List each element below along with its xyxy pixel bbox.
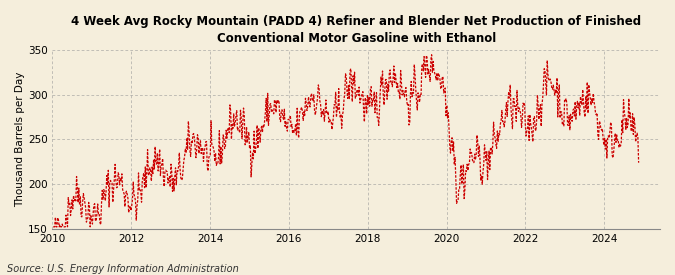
Title: 4 Week Avg Rocky Mountain (PADD 4) Refiner and Blender Net Production of Finishe: 4 Week Avg Rocky Mountain (PADD 4) Refin… <box>71 15 641 45</box>
Text: Source: U.S. Energy Information Administration: Source: U.S. Energy Information Administ… <box>7 264 238 274</box>
Y-axis label: Thousand Barrels per Day: Thousand Barrels per Day <box>15 72 25 207</box>
